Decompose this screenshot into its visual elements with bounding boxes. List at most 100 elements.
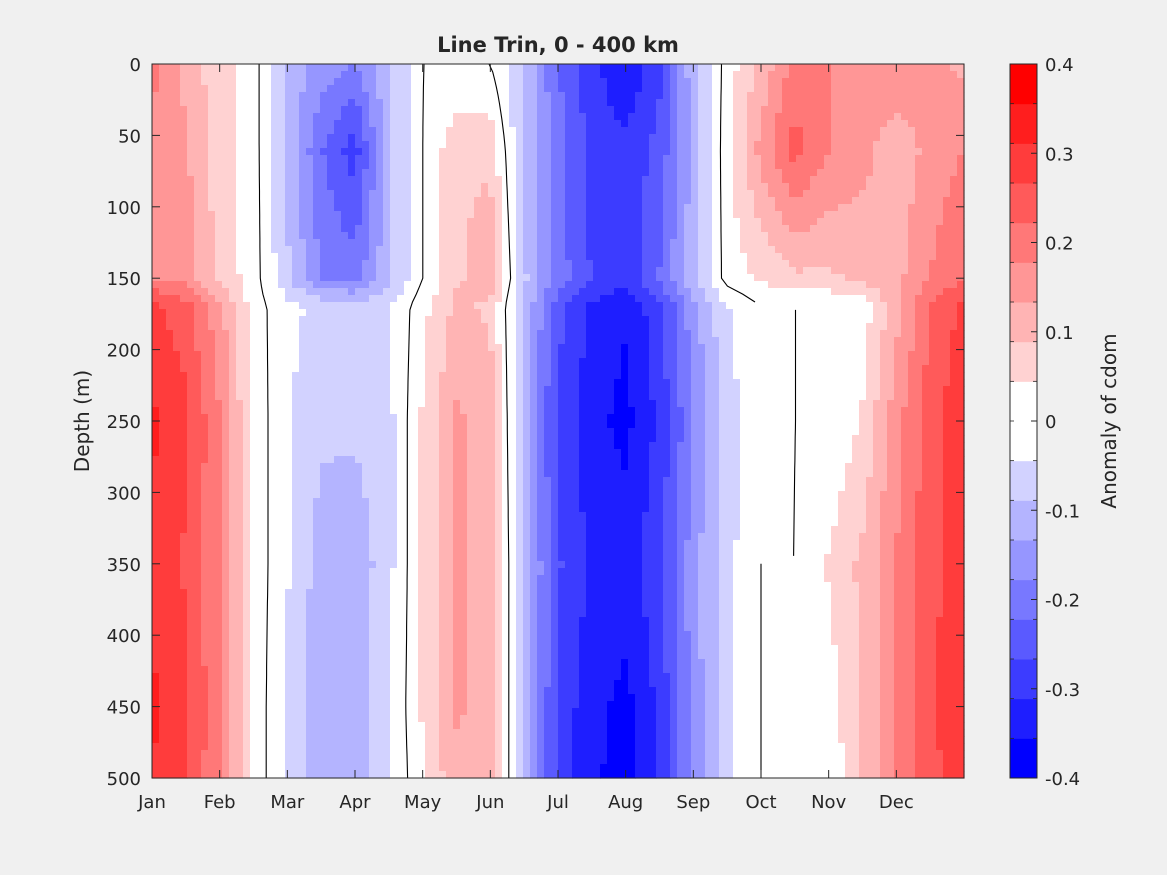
contour-cell (320, 463, 363, 471)
contour-cell (362, 183, 377, 191)
contour-cell (180, 99, 209, 107)
contour-cell (915, 589, 944, 597)
contour-cell (558, 505, 580, 513)
contour-cell (544, 456, 559, 464)
contour-cell (271, 113, 286, 121)
contour-cell (649, 477, 664, 485)
contour-cell (201, 638, 223, 646)
contour-cell (740, 449, 853, 457)
contour-cell (187, 134, 209, 142)
contour-cell (453, 295, 489, 303)
contour-cell (873, 155, 916, 163)
contour-cell (285, 694, 307, 702)
contour-cell (292, 554, 314, 562)
contour-cell (390, 71, 412, 79)
contour-cell (649, 498, 664, 506)
contour-cell (467, 456, 496, 464)
contour-cell (439, 428, 454, 436)
contour-cell (495, 225, 503, 233)
contour-cell (285, 764, 307, 772)
contour-cell (236, 78, 272, 86)
contour-cell (950, 344, 965, 352)
contour-cell (880, 582, 895, 590)
contour-cell (222, 561, 230, 569)
contour-cell (747, 99, 769, 107)
contour-cell (719, 750, 734, 758)
contour-cell (369, 750, 391, 758)
contour-cell (663, 645, 678, 653)
contour-cell (691, 743, 706, 751)
contour-cell (544, 561, 552, 569)
contour-cell (915, 687, 937, 695)
contour-cell (551, 358, 559, 366)
contour-cell (859, 589, 881, 597)
contour-cell (838, 491, 867, 499)
contour-cell (229, 568, 244, 576)
contour-cell (250, 680, 286, 688)
contour-cell (229, 617, 244, 625)
contour-cell (236, 386, 251, 394)
contour-cell (439, 442, 454, 450)
contour-cell (621, 673, 629, 681)
contour-cell (523, 225, 538, 233)
contour-cell (901, 428, 923, 436)
contour-cell (733, 211, 755, 219)
contour-cell (362, 169, 377, 177)
contour-cell (222, 281, 244, 289)
contour-cell (747, 127, 762, 135)
contour-cell (663, 589, 678, 597)
contour-cell (733, 204, 755, 212)
contour-cell (894, 715, 916, 723)
contour-cell (523, 617, 531, 625)
contour-cell (887, 435, 902, 443)
contour-cell (453, 309, 482, 317)
contour-cell (208, 141, 237, 149)
contour-cell (943, 197, 965, 205)
contour-cell (537, 533, 552, 541)
contour-cell (719, 337, 734, 345)
contour-cell (845, 764, 860, 772)
contour-cell (908, 386, 923, 394)
contour-cell (215, 393, 230, 401)
contour-cell (243, 652, 251, 660)
contour-cell (551, 372, 559, 380)
contour-cell (187, 771, 202, 779)
contour-cell (250, 330, 300, 338)
zero-contour-line (488, 63, 512, 778)
contour-cell (383, 176, 391, 184)
contour-cell (698, 589, 720, 597)
contour-cell (236, 211, 272, 219)
contour-cell (208, 148, 237, 156)
contour-cell (677, 750, 692, 758)
contour-cell (271, 134, 286, 142)
contour-cell (544, 687, 559, 695)
contour-cell (530, 575, 538, 583)
contour-cell (691, 687, 706, 695)
contour-cell (719, 624, 734, 632)
contour-cell (418, 589, 440, 597)
contour-cell (530, 519, 538, 527)
contour-cell (670, 722, 678, 730)
contour-cell (915, 638, 937, 646)
contour-cell (453, 449, 468, 457)
contour-cell (684, 267, 699, 275)
contour-cell (285, 183, 300, 191)
contour-cell (943, 533, 965, 541)
contour-cell (418, 638, 440, 646)
contour-cell (852, 561, 881, 569)
contour-cell (523, 330, 531, 338)
contour-cell (355, 162, 370, 170)
contour-cell (425, 337, 447, 345)
contour-cell (502, 225, 517, 233)
contour-cell (894, 554, 916, 562)
contour-cell (306, 148, 321, 156)
contour-cell (782, 78, 832, 86)
contour-cell (929, 358, 951, 366)
contour-cell (670, 246, 685, 254)
contour-cell (712, 78, 734, 86)
contour-cell (656, 687, 671, 695)
contour-cell (418, 610, 440, 618)
contour-cell (292, 582, 314, 590)
contour-cell (558, 645, 580, 653)
contour-cell (670, 449, 678, 457)
